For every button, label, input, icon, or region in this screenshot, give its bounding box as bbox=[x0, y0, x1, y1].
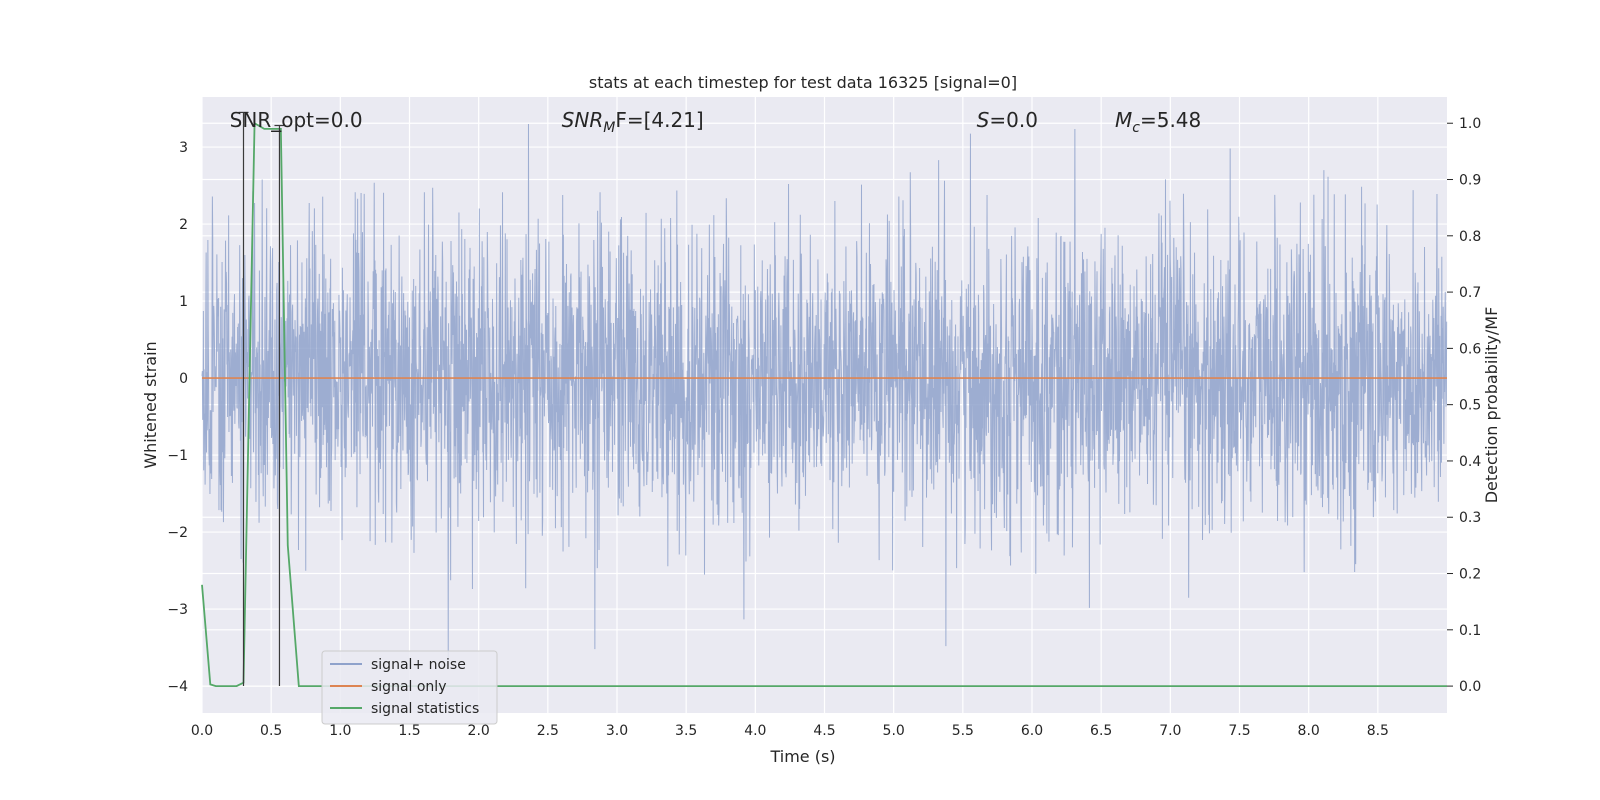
y-right-tick-label: 0.5 bbox=[1459, 398, 1481, 414]
x-tick-label: 4.0 bbox=[744, 723, 766, 739]
annotation-mc-sub: c bbox=[1132, 120, 1140, 136]
x-tick-label: 3.0 bbox=[606, 723, 628, 739]
x-tick-label: 0.0 bbox=[191, 723, 213, 739]
annotation-s-rest: =0.0 bbox=[989, 108, 1038, 132]
y-right-tick-label: 0.3 bbox=[1459, 510, 1481, 526]
x-tick-label: 6.0 bbox=[1021, 723, 1043, 739]
y-right-tick-label: 0.2 bbox=[1459, 567, 1481, 583]
annotation-mc-main: M bbox=[1115, 108, 1132, 132]
x-tick-label: 6.5 bbox=[1090, 723, 1112, 739]
annotation-snr-mf-main: SNR bbox=[562, 108, 604, 132]
x-axis-label: Time (s) bbox=[769, 747, 835, 766]
x-tick-label: 1.0 bbox=[329, 723, 351, 739]
legend-label-signal-statistics: signal statistics bbox=[371, 701, 479, 717]
y-left-tick-label: 2 bbox=[179, 217, 188, 233]
y-right-tick-label: 0.4 bbox=[1459, 454, 1481, 470]
annotation-s: S=0.0 bbox=[977, 108, 1038, 132]
y-axis-left-label: Whitened strain bbox=[141, 341, 160, 468]
x-tick-label: 4.5 bbox=[813, 723, 835, 739]
annotation-snr-mf: SNRMF=[4.21] bbox=[562, 108, 704, 136]
y-axis-right-label: Detection probability/MF bbox=[1482, 307, 1501, 504]
y-right-tick-label: 0.8 bbox=[1459, 229, 1481, 245]
y-left-tick-label: −4 bbox=[167, 679, 188, 695]
signal-noise-series bbox=[201, 123, 1448, 660]
annotation-mc: Mc=5.48 bbox=[1115, 108, 1201, 136]
x-tick-label: 1.5 bbox=[398, 723, 420, 739]
x-tick-label: 0.5 bbox=[260, 723, 282, 739]
annotation-snr-mf-sub: M bbox=[603, 120, 615, 136]
annotation-snr-mf-rest: F=[4.21] bbox=[615, 108, 703, 132]
x-tick-label: 5.0 bbox=[883, 723, 905, 739]
legend: signal+ noise signal only signal statist… bbox=[321, 650, 498, 725]
y-right-tick-label: 1.0 bbox=[1459, 116, 1481, 132]
annotation-mc-rest: =5.48 bbox=[1140, 108, 1201, 132]
y-right-tick-label: 0.7 bbox=[1459, 285, 1481, 301]
x-tick-label: 2.0 bbox=[468, 723, 490, 739]
x-tick-label: 7.0 bbox=[1159, 723, 1181, 739]
signal-noise-line bbox=[201, 123, 1448, 660]
vertical-markers bbox=[238, 111, 285, 687]
y-left-tick-label: 0 bbox=[179, 371, 188, 387]
y-right-tick-label: 0.6 bbox=[1459, 341, 1481, 357]
chart-title: stats at each timestep for test data 163… bbox=[589, 73, 1017, 92]
y-right-tick-label: 0.1 bbox=[1459, 623, 1481, 639]
annotation-snr-opt: SNR_opt=0.0 bbox=[230, 108, 363, 132]
legend-box bbox=[321, 650, 498, 725]
y-left-ticks: 3 2 1 0 −1 −2 −3 −4 bbox=[167, 140, 188, 695]
y-left-tick-label: 1 bbox=[179, 294, 188, 310]
legend-label-signal-noise: signal+ noise bbox=[371, 657, 466, 673]
x-tick-label: 8.0 bbox=[1298, 723, 1320, 739]
y-left-tick-label: 3 bbox=[179, 140, 188, 156]
annotation-s-main: S bbox=[977, 108, 990, 132]
y-left-tick-label: −1 bbox=[167, 448, 188, 464]
series-layer bbox=[201, 121, 1447, 687]
legend-label-signal-only: signal only bbox=[371, 679, 446, 695]
x-tick-label: 8.5 bbox=[1367, 723, 1389, 739]
signal-statistics-line bbox=[201, 121, 1447, 687]
y-left-tick-label: −2 bbox=[167, 525, 188, 541]
x-ticks: 0.0 0.5 1.0 1.5 2.0 2.5 3.0 3.5 4.0 4.5 5.0 5.5 6.0 6… bbox=[191, 723, 1389, 739]
x-tick-label: 7.5 bbox=[1228, 723, 1250, 739]
x-tick-label: 2.5 bbox=[537, 723, 559, 739]
x-tick-label: 3.5 bbox=[675, 723, 697, 739]
y-right-ticks: 1.0 0.9 0.8 0.7 0.6 0.5 0.4 0.3 0.2 0.1 0.0 bbox=[1447, 116, 1481, 695]
annotations: SNR_opt=0.0 SNRMF=[4.21] S=0.0 Mc=5.48 bbox=[230, 108, 1202, 136]
y-right-tick-label: 0.9 bbox=[1459, 173, 1481, 189]
y-left-tick-label: −3 bbox=[167, 602, 188, 618]
y-right-tick-label: 0.0 bbox=[1459, 679, 1481, 695]
x-tick-label: 5.5 bbox=[952, 723, 974, 739]
